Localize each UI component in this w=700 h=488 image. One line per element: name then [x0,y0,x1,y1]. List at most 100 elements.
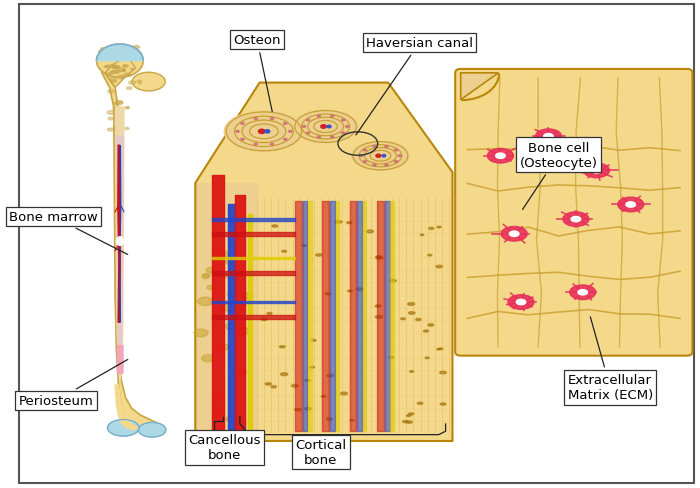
Ellipse shape [122,49,127,51]
Ellipse shape [279,346,285,348]
Ellipse shape [302,245,307,247]
Ellipse shape [440,403,446,406]
Ellipse shape [487,149,514,163]
Ellipse shape [312,340,316,342]
Ellipse shape [130,69,134,71]
Ellipse shape [385,146,388,148]
Ellipse shape [284,139,287,141]
Ellipse shape [307,133,310,135]
Ellipse shape [325,293,330,295]
Ellipse shape [117,76,125,80]
Ellipse shape [234,333,243,338]
Ellipse shape [116,102,122,104]
Ellipse shape [390,280,396,283]
Ellipse shape [375,316,382,319]
Ellipse shape [116,52,120,54]
Ellipse shape [122,66,126,67]
Ellipse shape [302,126,306,128]
Ellipse shape [127,53,130,54]
Ellipse shape [316,254,322,257]
Ellipse shape [536,130,561,144]
Ellipse shape [327,126,331,128]
Ellipse shape [202,275,209,279]
Ellipse shape [394,150,398,152]
Ellipse shape [122,48,125,50]
Ellipse shape [225,259,237,265]
Ellipse shape [508,295,534,310]
Ellipse shape [272,225,278,228]
Ellipse shape [570,285,596,300]
Ellipse shape [106,74,111,76]
Ellipse shape [544,134,553,140]
Ellipse shape [241,293,253,300]
Ellipse shape [207,286,215,290]
Ellipse shape [108,118,113,121]
Ellipse shape [321,125,326,129]
Ellipse shape [293,111,358,143]
Ellipse shape [428,255,432,256]
Polygon shape [116,137,123,353]
Text: Cortical
bone: Cortical bone [295,438,346,466]
Ellipse shape [125,128,129,130]
Ellipse shape [236,131,239,133]
Polygon shape [105,60,136,88]
Text: Extracellular
Matrix (ECM): Extracellular Matrix (ECM) [568,317,653,402]
Ellipse shape [111,81,117,83]
Ellipse shape [307,120,310,122]
Ellipse shape [203,274,210,277]
Ellipse shape [496,154,505,159]
Ellipse shape [265,383,272,386]
Polygon shape [195,83,452,441]
Polygon shape [461,74,498,101]
Ellipse shape [317,137,321,139]
Ellipse shape [409,312,415,315]
Text: Osteon: Osteon [233,34,281,112]
Ellipse shape [261,319,267,321]
Ellipse shape [217,344,230,351]
Ellipse shape [212,407,222,412]
Ellipse shape [113,127,118,129]
FancyBboxPatch shape [455,70,692,356]
Ellipse shape [363,161,367,163]
Ellipse shape [220,305,233,311]
Ellipse shape [108,420,139,436]
Ellipse shape [571,217,581,223]
Ellipse shape [271,386,277,388]
Ellipse shape [501,227,527,242]
Ellipse shape [425,357,429,359]
Ellipse shape [291,385,298,387]
Ellipse shape [510,232,519,237]
Ellipse shape [440,371,447,374]
Ellipse shape [127,47,134,50]
Ellipse shape [226,417,236,422]
Ellipse shape [197,297,213,306]
Ellipse shape [108,90,115,94]
Ellipse shape [428,228,434,230]
Text: Bone marrow: Bone marrow [9,211,127,255]
Ellipse shape [417,403,423,405]
Ellipse shape [437,227,441,228]
Ellipse shape [101,49,105,51]
Ellipse shape [105,52,108,54]
Ellipse shape [408,413,414,415]
Ellipse shape [327,418,332,420]
Ellipse shape [363,150,367,152]
Ellipse shape [330,137,334,139]
Ellipse shape [351,142,409,171]
Ellipse shape [407,421,412,424]
Ellipse shape [220,274,228,279]
Ellipse shape [258,130,265,134]
Ellipse shape [420,235,424,236]
Ellipse shape [375,305,381,307]
Ellipse shape [104,66,108,69]
Ellipse shape [407,303,414,306]
Ellipse shape [626,203,636,208]
Ellipse shape [376,256,382,259]
Ellipse shape [295,408,301,411]
Ellipse shape [400,318,405,320]
Ellipse shape [97,45,144,78]
Ellipse shape [284,123,287,125]
Text: Cancellous
bone: Cancellous bone [188,433,261,461]
Ellipse shape [112,47,118,50]
Ellipse shape [402,421,409,423]
